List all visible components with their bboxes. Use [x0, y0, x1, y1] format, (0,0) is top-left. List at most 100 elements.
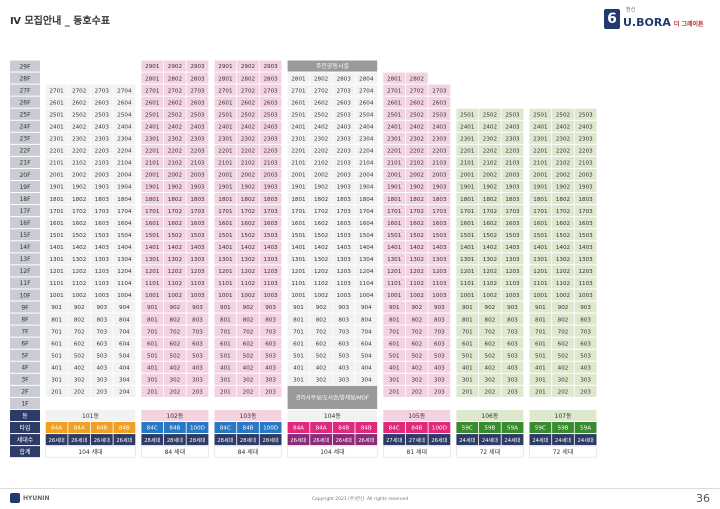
unit-cell — [456, 325, 479, 337]
unit-number: 1102 — [556, 281, 570, 287]
unit-number: 1003 — [432, 293, 447, 299]
unit-cell — [237, 168, 259, 180]
unit-number: 501 — [147, 353, 158, 359]
total-label: 72 세대 — [480, 448, 501, 456]
unit-number: 1903 — [578, 185, 593, 191]
unit-number: 1501 — [533, 233, 548, 239]
unit-number: 1203 — [432, 269, 447, 275]
floor-label: 13F — [19, 256, 31, 263]
unit-number: 2203 — [95, 149, 110, 155]
unit-cell — [141, 265, 164, 277]
unit-cell — [68, 289, 91, 301]
unit-cell — [479, 265, 501, 277]
unit-cell — [355, 337, 378, 349]
unit-number: 2601 — [218, 100, 233, 106]
unit-number: 2702 — [168, 88, 182, 94]
unit-number: 902 — [243, 305, 254, 311]
unit-number: 602 — [485, 341, 496, 347]
unit-number: 1401 — [218, 245, 233, 251]
unit-cell — [428, 385, 451, 397]
unit-cell — [355, 156, 378, 168]
unit-number: 1601 — [533, 221, 548, 227]
page-title: Ⅳ 모집안내 _ 동호수표 — [10, 16, 111, 27]
unit-number: 1503 — [578, 233, 593, 239]
unit-number: 1501 — [218, 233, 233, 239]
unit-cell — [355, 72, 378, 84]
unit-number: 503 — [580, 353, 591, 359]
unit-number: 1601 — [387, 221, 402, 227]
unit-cell — [552, 120, 574, 132]
units-cell — [141, 434, 164, 446]
unit-number: 2703 — [190, 88, 205, 94]
unit-cell — [405, 301, 428, 313]
unit-cell — [141, 96, 164, 108]
unit-cell — [552, 325, 574, 337]
unit-cell — [164, 132, 186, 144]
floor-label-cell — [10, 60, 40, 72]
units-label: 26세대 — [94, 436, 110, 444]
unit-number: 1603 — [578, 221, 593, 227]
unit-cell — [45, 229, 68, 241]
unit-cell — [552, 241, 574, 253]
units-label: 26세대 — [290, 436, 306, 444]
units-label: 28세대 — [263, 436, 279, 444]
unit-cell — [355, 349, 378, 361]
unit-number: 1803 — [578, 197, 593, 203]
units-cell — [113, 434, 136, 446]
unit-number: 203 — [265, 390, 276, 396]
unit-number: 1503 — [95, 233, 110, 239]
unit-cell — [529, 253, 552, 265]
unit-number: 1701 — [145, 209, 160, 215]
unit-cell — [68, 217, 91, 229]
unit-cell — [90, 181, 113, 193]
unit-cell — [456, 120, 479, 132]
type-label: 84C — [147, 426, 158, 432]
unit-cell — [237, 181, 259, 193]
unit-cell — [428, 301, 451, 313]
total-cell — [456, 445, 524, 458]
unit-number: 2402 — [483, 124, 497, 130]
unit-cell — [383, 241, 406, 253]
floor-label-cell — [10, 241, 40, 253]
unit-number: 2302 — [410, 137, 424, 143]
unit-cell — [214, 337, 237, 349]
unit-number: 2102 — [556, 161, 570, 167]
unit-cell — [214, 108, 237, 120]
unit-number: 1804 — [359, 197, 374, 203]
unit-number: 1903 — [432, 185, 447, 191]
unit-cell — [214, 313, 237, 325]
unit-number: 2002 — [241, 173, 255, 179]
unit-cell — [383, 84, 406, 96]
unit-number: 2503 — [505, 112, 520, 118]
unit-number: 2502 — [314, 112, 328, 118]
unit-number: 1002 — [241, 293, 255, 299]
unit-number: 1603 — [337, 221, 352, 227]
unit-number: 304 — [361, 378, 372, 384]
unit-number: 902 — [170, 305, 181, 311]
unit-number: 1302 — [314, 257, 328, 263]
unit-cell — [552, 361, 574, 373]
unit-number: 1802 — [72, 197, 86, 203]
unit-number: 702 — [411, 329, 422, 335]
unit-cell — [310, 277, 332, 289]
unit-cell — [90, 193, 113, 205]
unit-number: 2201 — [533, 149, 548, 155]
unit-number: 1803 — [505, 197, 520, 203]
floor-label-cell — [10, 373, 40, 385]
type-cell — [383, 422, 406, 434]
unit-number: 703 — [338, 329, 349, 335]
unit-number: 1402 — [410, 245, 424, 251]
units-cell — [237, 434, 259, 446]
unit-cell — [214, 193, 237, 205]
unit-number: 1403 — [432, 245, 447, 251]
unit-number: 903 — [580, 305, 591, 311]
unit-cell — [332, 325, 355, 337]
unit-number: 1804 — [117, 197, 132, 203]
dong-cell — [45, 409, 136, 421]
unit-cell — [164, 325, 186, 337]
unit-cell — [456, 277, 479, 289]
unit-cell — [428, 349, 451, 361]
unit-cell — [310, 265, 332, 277]
unit-number: 503 — [192, 353, 203, 359]
unit-cell — [113, 373, 136, 385]
